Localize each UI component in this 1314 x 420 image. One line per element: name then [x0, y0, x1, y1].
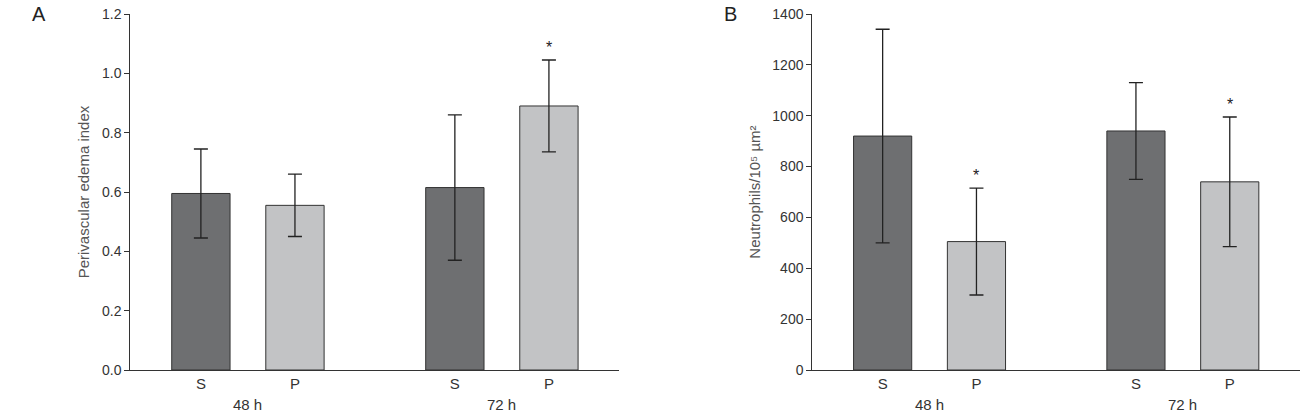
svg-text:0.2: 0.2 [102, 303, 122, 319]
svg-text:0.0: 0.0 [102, 362, 122, 378]
svg-text:0: 0 [796, 362, 804, 378]
svg-text:S: S [196, 375, 206, 392]
svg-text:S: S [450, 375, 460, 392]
svg-text:1400: 1400 [772, 6, 803, 22]
svg-text:48 h: 48 h [233, 396, 262, 413]
svg-text:800: 800 [780, 158, 804, 174]
svg-text:72 h: 72 h [1168, 396, 1197, 413]
svg-text:A: A [32, 3, 46, 25]
svg-text:1.0: 1.0 [102, 65, 122, 81]
svg-text:1.2: 1.2 [102, 6, 122, 22]
svg-text:B: B [724, 3, 737, 25]
svg-text:1200: 1200 [772, 57, 803, 73]
svg-text:Perivascular edema index: Perivascular edema index [75, 105, 92, 278]
svg-text:S: S [1131, 375, 1141, 392]
svg-text:72 h: 72 h [487, 396, 516, 413]
svg-text:*: * [973, 167, 979, 184]
svg-text:0.4: 0.4 [102, 243, 122, 259]
svg-text:400: 400 [780, 260, 804, 276]
svg-text:Neutrophils/10⁵ µm²: Neutrophils/10⁵ µm² [746, 125, 763, 258]
svg-text:*: * [1227, 96, 1233, 113]
svg-text:1000: 1000 [772, 108, 803, 124]
svg-text:0.8: 0.8 [102, 125, 122, 141]
svg-text:P: P [290, 375, 300, 392]
svg-text:0.6: 0.6 [102, 184, 122, 200]
svg-text:48 h: 48 h [915, 396, 944, 413]
svg-text:P: P [971, 375, 981, 392]
svg-text:P: P [544, 375, 554, 392]
svg-text:200: 200 [780, 311, 804, 327]
svg-text:S: S [878, 375, 888, 392]
svg-text:*: * [546, 39, 552, 56]
svg-text:600: 600 [780, 209, 804, 225]
svg-text:P: P [1225, 375, 1235, 392]
